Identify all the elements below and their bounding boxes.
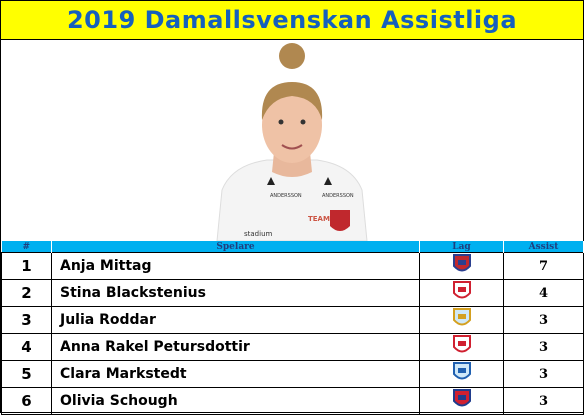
photo-illustration: ANDERSSON ANDERSSON TEAMAB stadium: [212, 40, 372, 241]
table-row: 6 Olivia Schough 3: [1, 387, 584, 415]
rank: 4: [1, 333, 52, 361]
rank: 1: [1, 252, 52, 280]
title: 2019 Damallsvenskan Assistliga: [1, 1, 583, 40]
svg-text:TEAMAB: TEAMAB: [308, 215, 341, 223]
table-row: 1 Anja Mittag 7: [1, 252, 584, 280]
rank: 3: [1, 306, 52, 334]
assists: 3: [503, 387, 584, 415]
table-row: 4 Anna Rakel Petursdottir 3: [1, 333, 584, 361]
team-logo-cell: [419, 252, 504, 280]
rank: 6: [1, 387, 52, 415]
table-row: 2 Stina Blackstenius 4: [1, 279, 584, 307]
assists: 7: [503, 252, 584, 280]
player-name: Olivia Schough: [51, 387, 420, 415]
table-row: 5 Clara Markstedt 3: [1, 360, 584, 388]
table-row: 3 Julia Roddar 3: [1, 306, 584, 334]
svg-text:ANDERSSON: ANDERSSON: [270, 193, 302, 199]
rank: 2: [1, 279, 52, 307]
player-name: Julia Roddar: [51, 306, 420, 334]
team-logo-cell: [419, 279, 504, 307]
player-name: Anja Mittag: [51, 252, 420, 280]
team-logo: [452, 308, 471, 326]
svg-text:ANDERSSON: ANDERSSON: [322, 193, 354, 199]
team-logo: [452, 335, 471, 353]
team-logo-cell: [419, 306, 504, 334]
assists: 3: [503, 333, 584, 361]
rank: 5: [1, 360, 52, 388]
column-header: Lag: [419, 241, 504, 253]
team-logo-cell: [419, 360, 504, 388]
assists: 3: [503, 360, 584, 388]
player-name: Clara Markstedt: [51, 360, 420, 388]
team-logo: [452, 281, 471, 299]
player-photo: ANDERSSON ANDERSSON TEAMAB stadium: [1, 40, 583, 241]
team-logo: [452, 362, 471, 380]
team-logo-cell: [419, 387, 504, 415]
column-header: #: [1, 241, 52, 253]
team-logo: [452, 254, 471, 272]
team-logo-cell: [419, 333, 504, 361]
assists: 3: [503, 306, 584, 334]
assist-table: # Spelare Lag Assist 1 Anja Mittag 7 2 Stina Bl…: [1, 241, 584, 415]
column-header: Spelare: [51, 241, 420, 253]
column-header: Assist: [503, 241, 584, 253]
player-name: Anna Rakel Petursdottir: [51, 333, 420, 361]
svg-text:stadium: stadium: [244, 230, 273, 238]
team-logo: [452, 389, 471, 407]
assists: 4: [503, 279, 584, 307]
player-name: Stina Blackstenius: [51, 279, 420, 307]
